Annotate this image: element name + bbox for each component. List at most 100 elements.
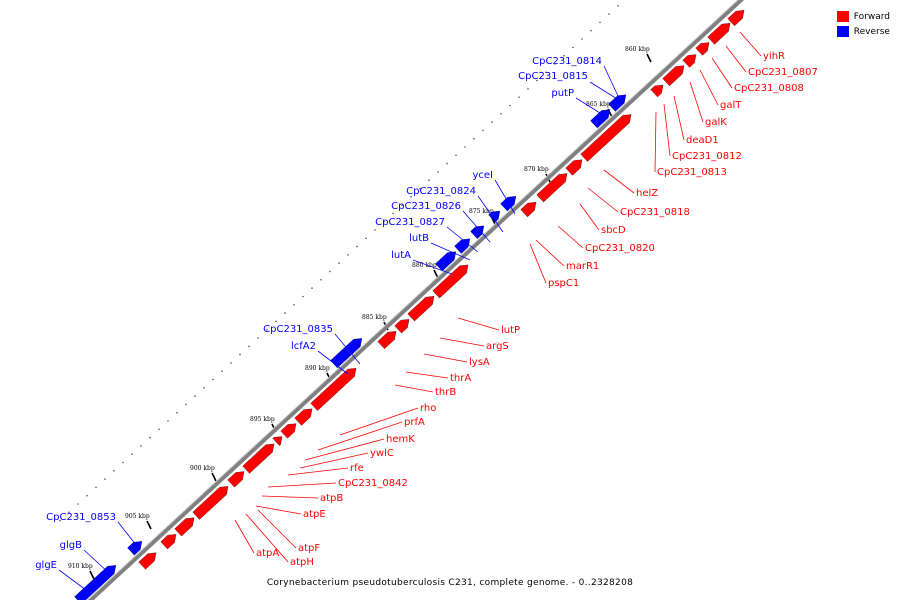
- gene-label: atpB: [320, 493, 343, 504]
- gene-label: atpA: [256, 548, 279, 559]
- leader-line: [430, 242, 471, 261]
- forward-gene: [682, 54, 697, 68]
- forward-swatch: [836, 11, 849, 22]
- forward-gene: [727, 10, 745, 27]
- scale-dot: [455, 154, 457, 157]
- forward-gene: [294, 408, 313, 426]
- leader-line: [477, 195, 504, 233]
- scale-tick-label: 910 kbp: [68, 563, 93, 570]
- scale-dot: [140, 445, 142, 447]
- reverse-gene: [590, 109, 611, 129]
- scale-dot: [266, 328, 268, 331]
- scale-dot: [356, 245, 358, 248]
- gene-label: galT: [720, 100, 742, 111]
- forward-gene: [310, 368, 357, 411]
- scale-dot: [581, 38, 583, 40]
- gene-label: hemK: [386, 434, 415, 445]
- scale-dot: [320, 279, 322, 281]
- forward-gene: [650, 84, 664, 98]
- forward-gene: [227, 471, 245, 488]
- legend-reverse-label: Reverse: [853, 26, 890, 37]
- gene-label: yihR: [763, 51, 785, 62]
- scale-tick-label: 860 kbp: [625, 46, 650, 53]
- scale-dot: [545, 71, 547, 74]
- scale-dot: [590, 29, 592, 32]
- scale-dot: [536, 79, 538, 82]
- forward-gene: [432, 264, 469, 299]
- gene-label: prfA: [404, 417, 425, 428]
- leader-line: [575, 97, 609, 119]
- gene-label: CpC231_0818: [620, 207, 690, 218]
- scale-tick-label: 890 kbp: [305, 365, 330, 372]
- scale-dot: [221, 370, 223, 373]
- gene-label: glgE: [35, 560, 57, 571]
- leader-line: [117, 521, 141, 551]
- scale-dot: [572, 46, 574, 49]
- scale-tick-label: 880 kbp: [412, 262, 437, 269]
- scale-dot: [446, 162, 448, 165]
- scale-dot: [365, 237, 367, 240]
- legend: Forward Reverse: [836, 9, 890, 39]
- scale-tick-label: 885 kbp: [362, 314, 387, 321]
- scale-dot: [302, 295, 304, 298]
- scale-dot: [113, 470, 115, 472]
- scale-dot: [257, 337, 259, 339]
- gene-label: deaD1: [686, 135, 719, 146]
- reverse-gene: [74, 565, 117, 600]
- gene-features: [74, 10, 745, 600]
- scale-dot: [617, 5, 619, 7]
- gene-label: CpC231_0820: [585, 243, 655, 254]
- gene-label: atpE: [303, 509, 326, 520]
- gene-label: yceI: [472, 170, 493, 181]
- leader-line: [739, 31, 762, 57]
- label-leaders: [58, 31, 762, 591]
- scale-tick: [146, 520, 152, 530]
- scale-dot: [419, 187, 421, 190]
- leader-line: [423, 353, 468, 363]
- gene-label: lutP: [501, 325, 520, 336]
- gene-label: CpC231_0826: [391, 201, 461, 212]
- scale-dot: [185, 403, 187, 406]
- gene-label: lutB: [409, 233, 429, 244]
- gene-label: CpC231_0824: [406, 186, 476, 197]
- scale-tick-label: 875 kbp: [469, 208, 494, 215]
- leader-line: [299, 452, 369, 469]
- forward-gene: [536, 173, 568, 203]
- forward-gene: [695, 42, 710, 56]
- reverse-gene: [127, 541, 143, 556]
- legend-reverse: Reverse: [836, 24, 890, 39]
- reverse-swatch: [836, 26, 849, 37]
- leader-line: [699, 69, 719, 106]
- scale-dot: [77, 503, 79, 505]
- leader-line: [439, 337, 485, 347]
- scale-dot: [608, 13, 610, 15]
- scale-dot: [176, 411, 178, 414]
- leader-line: [58, 569, 87, 591]
- scale-dot: [59, 519, 61, 522]
- scale-tick-label: 905 kbp: [125, 513, 150, 520]
- gene-label: glgB: [60, 540, 82, 551]
- leader-line: [603, 169, 635, 194]
- scale-dot: [230, 362, 232, 364]
- gene-label: putP: [551, 88, 574, 99]
- scale-dot: [239, 353, 241, 356]
- scale-dot: [284, 312, 286, 314]
- scale-dot: [482, 129, 484, 132]
- scale-tick-label: 895 kbp: [250, 416, 275, 423]
- scale-dot: [410, 196, 412, 198]
- leader-line: [557, 225, 584, 249]
- leader-line: [267, 482, 337, 488]
- scale-dot: [68, 511, 70, 514]
- scale-dot: [383, 220, 385, 223]
- scale-dot: [392, 212, 394, 215]
- gene-label: marR1: [566, 261, 599, 272]
- forward-gene: [192, 486, 229, 520]
- gene-label: helZ: [636, 188, 658, 199]
- leader-line: [654, 111, 657, 173]
- reverse-gene: [608, 94, 627, 112]
- gene-label: ywlC: [370, 448, 394, 459]
- leader-line: [529, 243, 547, 284]
- forward-gene: [272, 436, 283, 446]
- scale-dot: [86, 494, 88, 497]
- leader-line: [405, 371, 449, 379]
